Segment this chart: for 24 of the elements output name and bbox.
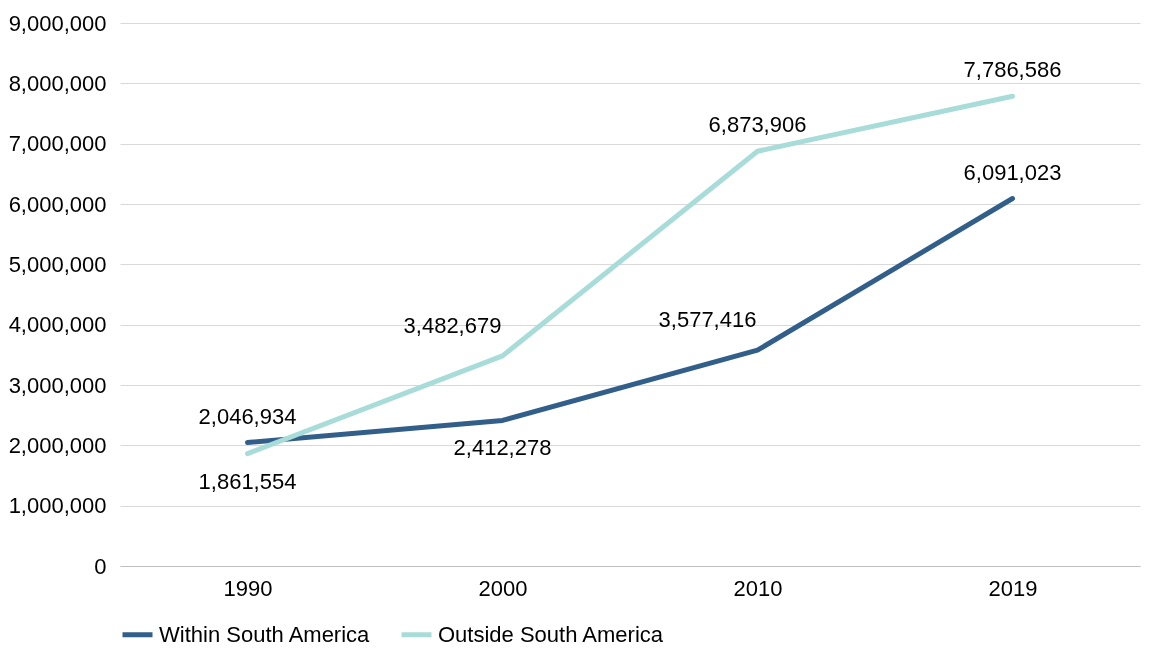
data-label: 6,091,023 xyxy=(963,159,1062,185)
data-label: 1,861,554 xyxy=(198,468,297,494)
y-tick-label: 7,000,000 xyxy=(8,131,107,157)
data-label: 2,046,934 xyxy=(198,403,297,429)
y-tick-label: 6,000,000 xyxy=(8,191,107,217)
x-tick-label: 1990 xyxy=(223,575,273,601)
y-tick-label: 1,000,000 xyxy=(8,493,107,519)
data-label: 3,482,679 xyxy=(403,312,502,338)
x-tick-label: 2019 xyxy=(988,575,1038,601)
y-tick-label: 8,000,000 xyxy=(8,70,107,96)
y-tick-label: 0 xyxy=(94,553,107,579)
data-label: 3,577,416 xyxy=(658,307,757,333)
y-tick-label: 2,000,000 xyxy=(8,432,107,458)
y-tick-label: 5,000,000 xyxy=(8,251,107,277)
y-tick-label: 4,000,000 xyxy=(8,312,107,338)
x-tick-label: 2000 xyxy=(478,575,528,601)
data-label: 2,412,278 xyxy=(453,435,552,461)
data-label: 7,786,586 xyxy=(963,57,1062,83)
data-label: 6,873,906 xyxy=(708,112,807,138)
x-tick-label: 2010 xyxy=(733,575,783,601)
y-tick-label: 9,000,000 xyxy=(8,10,107,36)
legend-label: Outside South America xyxy=(438,621,664,647)
y-tick-label: 3,000,000 xyxy=(8,372,107,398)
legend-label: Within South America xyxy=(159,621,371,647)
